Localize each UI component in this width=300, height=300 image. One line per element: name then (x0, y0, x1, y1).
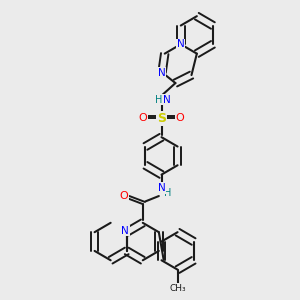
Text: N: N (158, 183, 166, 193)
Text: N: N (122, 226, 129, 236)
Text: S: S (157, 112, 166, 125)
Text: O: O (176, 113, 184, 123)
Text: N: N (163, 95, 171, 105)
Text: N: N (177, 39, 185, 49)
Text: H: H (154, 95, 162, 105)
Text: CH₃: CH₃ (169, 284, 186, 293)
Text: O: O (120, 191, 128, 201)
Text: H: H (164, 188, 171, 198)
Text: N: N (158, 68, 165, 78)
Text: O: O (138, 113, 147, 123)
